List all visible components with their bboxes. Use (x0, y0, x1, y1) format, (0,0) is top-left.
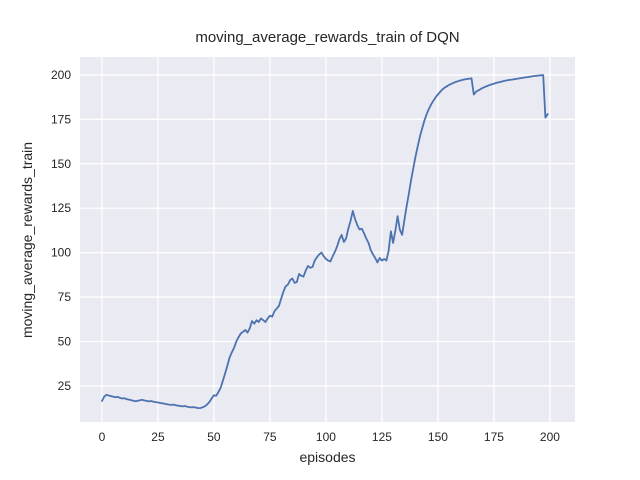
x-axis-label: episodes (299, 449, 356, 465)
x-tick-label: 150 (428, 430, 448, 444)
x-tick-label: 25 (151, 430, 165, 444)
y-tick-label: 175 (51, 112, 71, 126)
x-tick-label: 0 (99, 430, 106, 444)
plot-background (80, 57, 575, 422)
chart-title: moving_average_rewards_train of DQN (195, 29, 460, 46)
data-line (101, 74, 549, 409)
x-tick-label: 125 (372, 430, 392, 444)
y-tick-label: 25 (58, 379, 72, 393)
y-tick-label: 200 (51, 68, 71, 82)
x-tick-label: 175 (484, 430, 504, 444)
y-tick-label: 125 (51, 201, 71, 215)
y-tick-label: 100 (51, 246, 71, 260)
x-tick-label: 200 (540, 430, 560, 444)
x-tick-label: 100 (316, 430, 336, 444)
y-axis-label: moving_average_rewards_train (19, 141, 35, 339)
y-tick-label: 75 (58, 290, 72, 304)
y-tick-label: 150 (51, 157, 71, 171)
x-tick-label: 50 (207, 430, 221, 444)
x-tick-label: 75 (263, 430, 277, 444)
y-tick-label: 50 (58, 335, 72, 349)
